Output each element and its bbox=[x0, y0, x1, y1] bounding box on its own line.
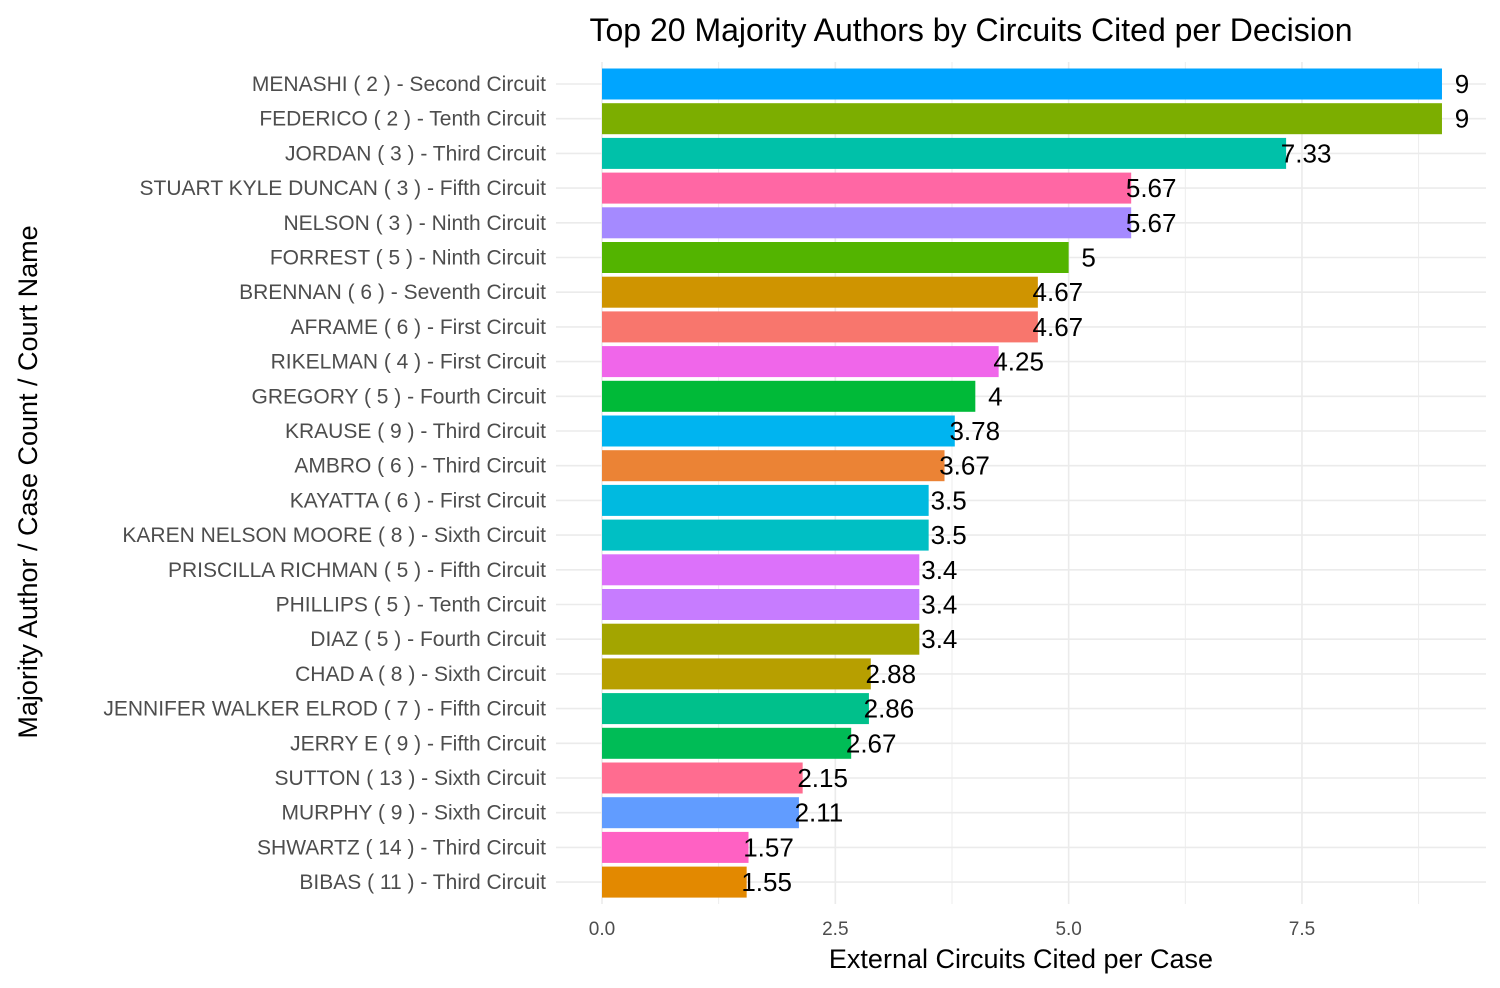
bar bbox=[602, 103, 1442, 135]
bar bbox=[602, 276, 1038, 308]
y-tick-label: KRAUSE ( 9 ) - Third Circuit bbox=[285, 420, 546, 443]
y-tick-label: MENASHI ( 2 ) - Second Circuit bbox=[252, 73, 546, 96]
y-axis-title: Majority Author / Case Count / Court Nam… bbox=[13, 225, 43, 738]
bar bbox=[602, 172, 1132, 204]
y-tick-label: NELSON ( 3 ) - Ninth Circuit bbox=[283, 212, 546, 235]
bar-value-label: 4 bbox=[988, 381, 1002, 411]
y-tick-label: KAYATTA ( 6 ) - First Circuit bbox=[290, 489, 546, 512]
bar-value-label: 4.25 bbox=[993, 347, 1044, 377]
bar-value-label: 1.57 bbox=[743, 832, 794, 862]
y-tick-label: STUART KYLE DUNCAN ( 3 ) - Fifth Circuit bbox=[140, 177, 547, 200]
bar bbox=[602, 242, 1069, 273]
bars-group bbox=[602, 68, 1442, 898]
y-tick-label: FORREST ( 5 ) - Ninth Circuit bbox=[270, 247, 546, 270]
bar-value-label: 3.5 bbox=[931, 520, 967, 550]
bar bbox=[602, 415, 955, 447]
y-tick-label: JENNIFER WALKER ELROD ( 7 ) - Fifth Circ… bbox=[103, 698, 546, 721]
bar-value-label: 4.67 bbox=[1033, 312, 1084, 342]
y-tick-label: CHAD A ( 8 ) - Sixth Circuit bbox=[295, 663, 546, 686]
y-tick-label: AFRAME ( 6 ) - First Circuit bbox=[291, 316, 547, 339]
bar bbox=[602, 484, 929, 516]
bar-value-label: 5 bbox=[1081, 243, 1095, 273]
bar bbox=[602, 380, 976, 412]
bar-value-label: 2.86 bbox=[864, 694, 915, 724]
bar-value-label: 7.33 bbox=[1281, 138, 1332, 168]
bar bbox=[602, 762, 803, 794]
chart-title: Top 20 Majority Authors by Circuits Cite… bbox=[590, 12, 1353, 48]
x-tick-label: 7.5 bbox=[1289, 919, 1315, 940]
bar bbox=[602, 554, 920, 586]
y-tick-label: DIAZ ( 5 ) - Fourth Circuit bbox=[310, 628, 546, 651]
x-tick-label: 0.0 bbox=[589, 919, 615, 940]
y-tick-label: JERRY E ( 9 ) - Fifth Circuit bbox=[290, 732, 546, 755]
x-tick-labels-group: 0.0 2.5 5.0 7.5 bbox=[589, 919, 1315, 940]
bar-value-label: 2.67 bbox=[846, 728, 897, 758]
y-tick-label: GREGORY ( 5 ) - Fourth Circuit bbox=[252, 385, 547, 408]
bar bbox=[602, 831, 749, 863]
bar bbox=[602, 797, 799, 829]
y-tick-label: FEDERICO ( 2 ) - Tenth Circuit bbox=[259, 108, 546, 131]
bar-value-label: 2.11 bbox=[795, 798, 844, 828]
bar-value-label: 5.67 bbox=[1126, 208, 1177, 238]
bar-value-label: 3.78 bbox=[949, 416, 1000, 446]
bar-value-label: 9 bbox=[1455, 104, 1469, 134]
x-tick-label: 2.5 bbox=[822, 919, 848, 940]
value-labels-group: 9 9 7.33 5.67 5.67 5 4.67 4.67 4.25 4 3.78 3.67 3.5 3… bbox=[741, 69, 1469, 897]
bar bbox=[602, 519, 929, 551]
y-tick-label: RIKELMAN ( 4 ) - First Circuit bbox=[271, 351, 547, 374]
y-tick-label: PHILLIPS ( 5 ) - Tenth Circuit bbox=[276, 594, 547, 617]
y-tick-label: PRISCILLA RICHMAN ( 5 ) - Fifth Circuit bbox=[168, 559, 546, 582]
bar-value-label: 9 bbox=[1455, 69, 1469, 99]
y-tick-label: SUTTON ( 13 ) - Sixth Circuit bbox=[275, 767, 547, 790]
bar bbox=[602, 207, 1132, 239]
bar-value-label: 3.4 bbox=[921, 624, 957, 654]
bar-value-label: 3.5 bbox=[931, 485, 967, 515]
bar-value-label: 2.15 bbox=[797, 763, 848, 793]
bar bbox=[602, 727, 852, 759]
bar bbox=[602, 589, 920, 620]
bar bbox=[602, 68, 1442, 100]
bar-value-label: 2.88 bbox=[865, 659, 916, 689]
y-tick-label: KAREN NELSON MOORE ( 8 ) - Sixth Circuit bbox=[122, 524, 546, 547]
x-tick-label: 5.0 bbox=[1055, 919, 1081, 940]
bar-value-label: 1.55 bbox=[741, 867, 792, 897]
bar-value-label: 4.67 bbox=[1033, 277, 1084, 307]
bar-value-label: 3.67 bbox=[939, 451, 990, 481]
x-axis-title: External Circuits Cited per Case bbox=[829, 944, 1213, 974]
y-tick-label: AMBRO ( 6 ) - Third Circuit bbox=[294, 455, 546, 478]
bar bbox=[602, 137, 1287, 169]
y-tick-label: MURPHY ( 9 ) - Sixth Circuit bbox=[282, 802, 547, 825]
bar bbox=[602, 693, 869, 725]
bar bbox=[602, 623, 920, 655]
y-tick-label: JORDAN ( 3 ) - Third Circuit bbox=[285, 142, 546, 165]
bar bbox=[602, 866, 747, 898]
bar bbox=[602, 450, 945, 482]
y-tick-label: BIBAS ( 11 ) - Third Circuit bbox=[299, 871, 546, 894]
bar bbox=[602, 658, 871, 690]
bar bbox=[602, 311, 1038, 343]
y-tick-label: BRENNAN ( 6 ) - Seventh Circuit bbox=[239, 281, 546, 304]
bar-value-label: 5.67 bbox=[1126, 173, 1177, 203]
bar-value-label: 3.4 bbox=[921, 555, 957, 585]
bar bbox=[602, 346, 999, 378]
bar-value-label: 3.4 bbox=[921, 590, 957, 620]
y-tick-label: SHWARTZ ( 14 ) - Third Circuit bbox=[257, 836, 546, 859]
category-labels-group: MENASHI ( 2 ) - Second Circuit FEDERICO (… bbox=[103, 73, 546, 894]
